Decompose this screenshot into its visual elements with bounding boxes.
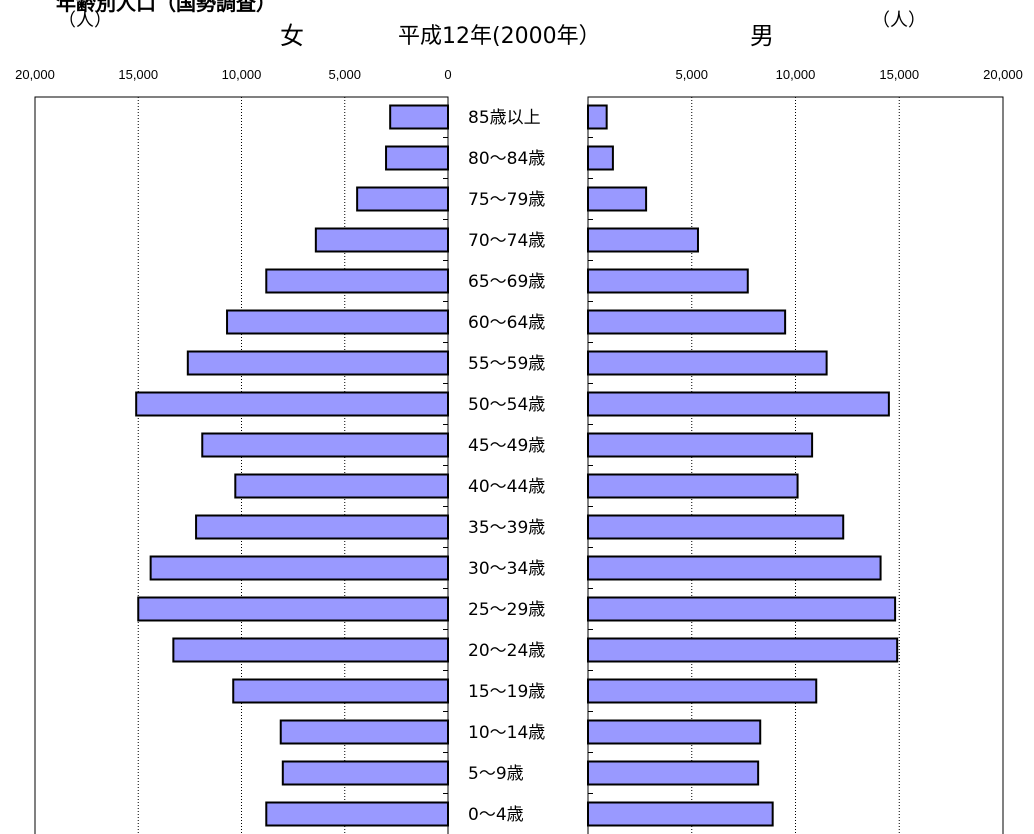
top-title: 年齢別人口（国勢調査） [56, 0, 276, 15]
male-bar-16 [587, 760, 760, 786]
unit-label-right: （人） [872, 10, 926, 31]
age-category-label-3: 70～74歳 [468, 231, 545, 251]
female-bar-5 [226, 309, 449, 335]
age-category-label-4: 65～69歳 [468, 272, 545, 292]
age-category-label-7: 50～54歳 [468, 395, 545, 415]
female-bar-11 [149, 555, 449, 581]
male-bar-5 [587, 309, 787, 335]
female-bar-7 [135, 391, 449, 417]
male-bar-1 [587, 145, 614, 171]
male-bar-17 [587, 801, 774, 827]
male-bar-6 [587, 350, 828, 376]
female-tick-label-2: 10,000 [222, 67, 262, 82]
age-category-label-2: 75～79歳 [468, 190, 545, 210]
age-category-label-8: 45～49歳 [468, 436, 545, 456]
age-category-label-16: 5～9歳 [468, 764, 524, 784]
male-bar-3 [587, 227, 699, 253]
male-tick-label-1: 10,000 [776, 67, 816, 82]
female-bar-16 [281, 760, 449, 786]
female-label: 女 [280, 22, 304, 50]
female-tick-label-4: 0 [444, 67, 451, 82]
age-category-label-11: 30～34歳 [468, 559, 545, 579]
male-bar-11 [587, 555, 882, 581]
male-bar-13 [587, 637, 899, 663]
female-bar-10 [195, 514, 449, 540]
female-bar-13 [172, 637, 449, 663]
age-category-label-5: 60～64歳 [468, 313, 545, 333]
female-bar-14 [232, 678, 449, 704]
age-category-label-9: 40～44歳 [468, 477, 545, 497]
age-category-label-15: 10～14歳 [468, 723, 545, 743]
male-bar-2 [587, 186, 648, 212]
female-bar-12 [137, 596, 449, 622]
female-tick-label-1: 15,000 [118, 67, 158, 82]
female-tick-label-0: 20,000 [15, 67, 55, 82]
male-bar-0 [587, 104, 608, 130]
female-tick-label-3: 5,000 [328, 67, 361, 82]
male-tick-label-3: 20,000 [983, 67, 1023, 82]
age-category-label-1: 80～84歳 [468, 149, 545, 169]
male-tick-label-2: 15,000 [879, 67, 919, 82]
male-bar-8 [587, 432, 814, 458]
female-bar-0 [389, 104, 449, 130]
female-bar-4 [265, 268, 449, 294]
female-bar-1 [385, 145, 449, 171]
age-category-label-13: 20～24歳 [468, 641, 545, 661]
male-bar-14 [587, 678, 818, 704]
age-category-label-17: 0～4歳 [468, 805, 524, 825]
age-category-label-6: 55～59歳 [468, 354, 545, 374]
male-bar-10 [587, 514, 845, 540]
age-category-label-0: 85歳以上 [468, 108, 541, 128]
male-tick-label-0: 5,000 [675, 67, 708, 82]
female-bar-3 [314, 227, 449, 253]
female-bar-2 [356, 186, 450, 212]
age-category-label-12: 25～29歳 [468, 600, 545, 620]
female-bar-17 [265, 801, 449, 827]
age-category-label-10: 35～39歳 [468, 518, 545, 538]
chart-title: 平成12年(2000年） [398, 24, 601, 49]
female-bar-6 [186, 350, 449, 376]
male-bar-7 [587, 391, 890, 417]
female-bar-8 [201, 432, 449, 458]
female-bar-15 [279, 719, 449, 745]
unit-label-left: （人） [58, 10, 112, 31]
age-category-label-14: 15～19歳 [468, 682, 545, 702]
male-bar-4 [587, 268, 749, 294]
male-label: 男 [750, 22, 774, 50]
male-bar-9 [587, 473, 799, 499]
male-bar-12 [587, 596, 897, 622]
male-bar-15 [587, 719, 762, 745]
female-bar-9 [234, 473, 449, 499]
